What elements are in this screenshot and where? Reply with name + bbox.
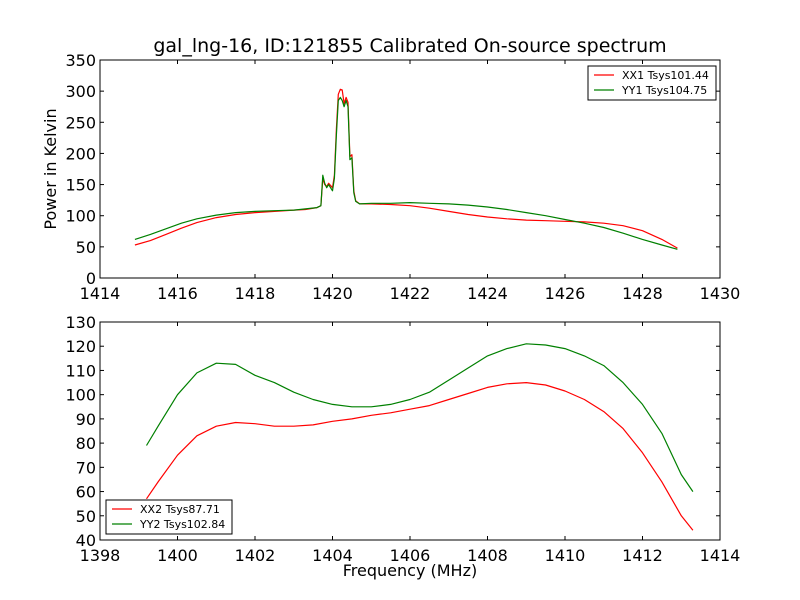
legend-box [587,65,717,101]
x-tick-label: 1414 [80,284,121,303]
legend-box [105,499,233,535]
chart-title: gal_lng-16, ID:121855 Calibrated On-sour… [153,35,666,57]
top-plot-ylabel: Power in Kelvin [41,108,60,229]
y-tick-label: 40 [76,531,96,550]
series-line-1 [146,382,694,531]
x-tick-label: 1428 [622,284,663,303]
top-plot: 1414 1416 1418 1420 1422 1424 1426 1428 1430 0 50 1… [41,51,740,303]
bottom-plot-ticks: 1398 1400 1402 1404 1406 1408 1410 1412 1414 40 50… [65,313,740,565]
y-tick-label: 120 [65,337,96,356]
top-plot-legend: XX1 Tsys101.44 YY1 Tsys104.75 [587,65,717,101]
bottom-plot: 1398 1400 1402 1404 1406 1408 1410 1412 1414 40 50… [65,313,740,580]
top-plot-series [134,88,678,250]
x-tick-label: 1424 [467,284,508,303]
x-tick-label: 1412 [622,546,663,565]
bottom-plot-series [145,343,694,531]
y-tick-label: 0 [86,269,96,288]
y-tick-label: 50 [76,238,96,257]
y-tick-label: 150 [65,176,96,195]
y-tick-label: 350 [65,51,96,70]
y-tick-label: 50 [76,507,96,526]
y-tick-label: 80 [76,434,96,453]
x-tick-label: 1420 [312,284,353,303]
legend-label: XX2 Tsys87.71 [140,503,220,516]
y-tick-label: 300 [65,82,96,101]
series-line-2 [134,96,678,250]
bottom-plot-xlabel: Frequency (MHz) [343,561,477,580]
y-tick-label: 130 [65,313,96,332]
y-tick-label: 90 [76,410,96,429]
y-tick-label: 70 [76,458,96,477]
x-tick-label: 1430 [700,284,741,303]
top-plot-ticks: 1414 1416 1418 1420 1422 1424 1426 1428 1430 0 50 1… [65,51,740,303]
x-tick-label: 1400 [157,546,198,565]
legend-label: XX1 Tsys101.44 [622,69,709,82]
series-line-1 [134,88,678,249]
legend-label: YY2 Tsys102.84 [139,518,225,531]
x-tick-label: 1418 [235,284,276,303]
x-tick-label: 1398 [80,546,121,565]
x-tick-label: 1404 [312,546,353,565]
x-tick-label: 1410 [545,546,586,565]
x-tick-label: 1408 [467,546,508,565]
bottom-plot-legend: XX2 Tsys87.71 YY2 Tsys102.84 [105,499,233,535]
series-line-2 [145,343,694,492]
x-tick-label: 1402 [235,546,276,565]
x-tick-label: 1416 [157,284,198,303]
y-tick-label: 250 [65,113,96,132]
y-tick-label: 100 [65,386,96,405]
y-tick-label: 60 [76,483,96,502]
x-tick-label: 1426 [545,284,586,303]
y-tick-label: 200 [65,144,96,163]
y-tick-label: 110 [65,361,96,380]
x-tick-label: 1414 [700,546,741,565]
x-tick-label: 1406 [390,546,431,565]
legend-label: YY1 Tsys104.75 [621,84,707,97]
y-tick-label: 100 [65,207,96,226]
x-tick-label: 1422 [390,284,431,303]
